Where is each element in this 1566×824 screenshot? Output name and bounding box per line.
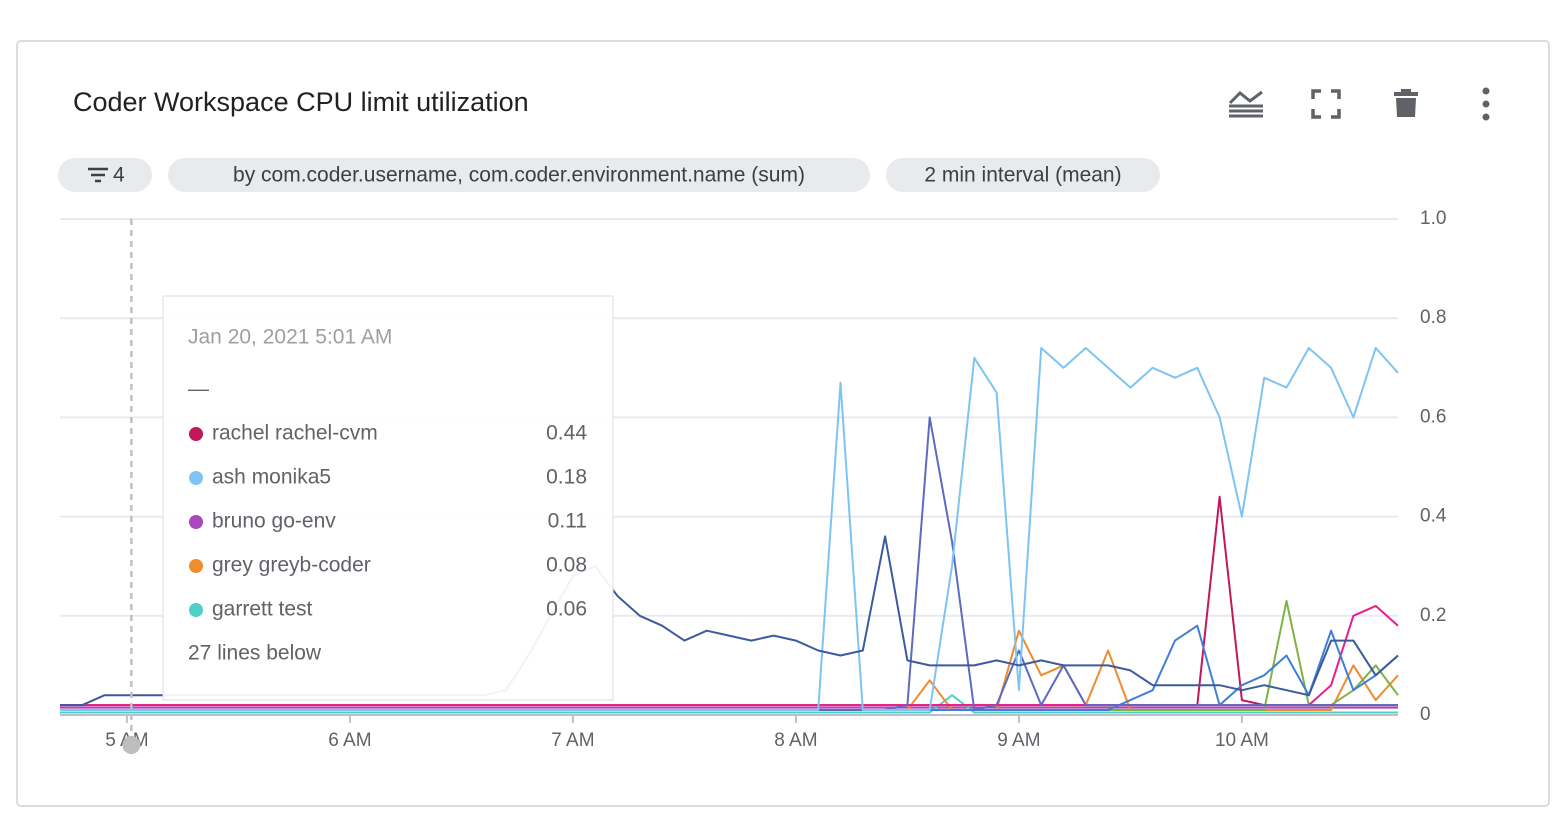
legend-toggle-icon[interactable]	[1228, 90, 1263, 118]
y-tick-label: 0.6	[1420, 406, 1446, 427]
more-icon[interactable]	[1482, 87, 1490, 121]
x-tick-label: 10 AM	[1215, 730, 1269, 751]
tooltip-value: 0.18	[546, 466, 587, 489]
series-line	[60, 347, 1399, 711]
crosshair-handle	[122, 736, 141, 754]
tooltip-swatch	[189, 515, 203, 529]
y-tick-label: 0.4	[1420, 506, 1447, 527]
tooltip-box	[162, 295, 614, 701]
icon-dot	[1482, 87, 1490, 95]
tooltip-name: bruno go-env	[212, 510, 336, 533]
series-line	[60, 694, 1398, 714]
chip-label: by com.coder.username, com.coder.environ…	[233, 164, 805, 187]
x-tick-label: 9 AM	[997, 730, 1040, 751]
chip-bg	[168, 158, 870, 192]
interval-chip[interactable]: 2 min interval (mean)	[886, 158, 1160, 192]
tooltip-value: 0.08	[546, 554, 587, 577]
icon-dot	[1482, 100, 1490, 108]
tooltip-name: ash monika5	[212, 466, 331, 489]
icon-part	[1396, 98, 1416, 117]
tooltip-name: rachel rachel-cvm	[212, 422, 378, 445]
filter-chip[interactable]: 4	[58, 158, 152, 192]
x-tick-label: 7 AM	[551, 730, 594, 751]
group-by-chip[interactable]: by com.coder.username, com.coder.environ…	[168, 158, 870, 192]
tooltip-name: grey greyb-coder	[212, 554, 371, 577]
y-tick-label: 0.8	[1420, 307, 1446, 328]
chip-label: 2 min interval (mean)	[924, 164, 1121, 187]
fullscreen-icon[interactable]	[1311, 89, 1341, 119]
tooltip-swatch	[189, 603, 203, 617]
x-tick-label: 6 AM	[328, 730, 371, 751]
tooltip-swatch	[189, 559, 203, 573]
chart-title: Coder Workspace CPU limit utilization	[73, 87, 529, 117]
icon-part	[1401, 89, 1411, 93]
filter-icon	[88, 167, 108, 183]
tooltip-swatch	[189, 471, 203, 485]
tooltip-dash: —	[188, 378, 209, 401]
tooltip-time: Jan 20, 2021 5:01 AM	[188, 326, 392, 349]
y-tick-label: 0	[1420, 704, 1431, 725]
y-tick-label: 0.2	[1420, 605, 1446, 626]
tooltip-more: 27 lines below	[188, 642, 322, 665]
x-tick-label: 8 AM	[774, 730, 817, 751]
icon-part	[1394, 92, 1418, 96]
y-tick-label: 1.0	[1420, 208, 1446, 229]
tooltip-swatch	[189, 427, 203, 441]
icon-stroke	[1228, 90, 1263, 105]
tooltip: Jan 20, 2021 5:01 AM — 27 lines below ra…	[162, 295, 614, 701]
delete-icon[interactable]	[1394, 89, 1418, 117]
tooltip-name: garrett test	[212, 598, 313, 621]
tooltip-value: 0.06	[546, 598, 587, 621]
tooltip-value: 0.11	[548, 510, 587, 533]
chip-bg	[886, 158, 1160, 192]
icon-dot	[1482, 113, 1490, 121]
filter-count: 4	[113, 164, 125, 187]
tooltip-value: 0.44	[546, 422, 587, 445]
